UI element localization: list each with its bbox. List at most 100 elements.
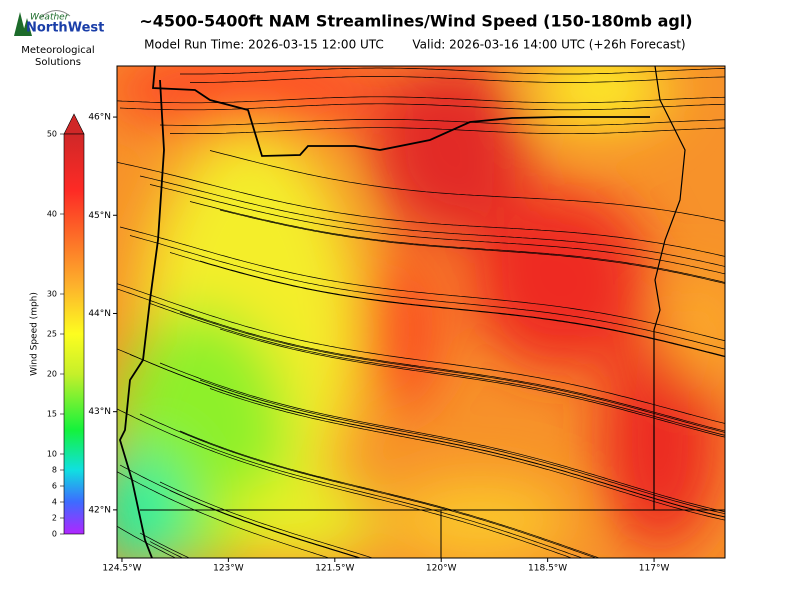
streamline: [696, 59, 744, 60]
colorbar-tick-label: 8: [52, 466, 57, 475]
streamline: [119, 103, 725, 111]
streamline: [149, 184, 725, 275]
streamline: [219, 328, 725, 438]
streamline: [342, 59, 742, 65]
logo-brand: NorthWest: [26, 21, 104, 36]
streamline: [544, 66, 593, 67]
model-run: Model Run Time: 2026-03-15 12:00 UTC: [144, 38, 384, 52]
colorbar-tick-label: 30: [47, 290, 57, 299]
streamline: [231, 55, 743, 61]
streamline: [519, 55, 743, 61]
map-axes: 46°N 45°N 44°N 43°N 42°N 124.5°W 123°W 121.5°W 1…: [88, 113, 669, 574]
streamline: [117, 525, 177, 558]
streamline: [474, 57, 742, 63]
lon-label: 117°W: [639, 564, 670, 574]
streamline: [273, 56, 741, 62]
streamline: [117, 471, 331, 558]
streamline: [180, 67, 725, 75]
streamline: [139, 532, 191, 558]
streamline: [149, 303, 725, 436]
title: ~4500-5400ft NAM Streamlines/Wind Speed …: [139, 12, 692, 31]
colorbar-tick-label: 2: [52, 514, 57, 523]
streamline: [141, 55, 741, 61]
streamline: [252, 55, 744, 61]
streamline: [120, 584, 123, 586]
streamline: [169, 252, 725, 358]
streamline: [186, 54, 742, 60]
streamline: [429, 59, 741, 65]
columbia-river: [152, 66, 650, 157]
streamline: [139, 175, 725, 267]
colorbar-extend: [63, 113, 85, 135]
streamline: [453, 58, 741, 64]
streamline: [159, 362, 725, 513]
logo-brand-top: Weather: [30, 13, 70, 23]
lat-label: 45°N: [88, 211, 111, 221]
colorbar-tick-label: 0: [52, 530, 57, 539]
streamline: [179, 311, 725, 433]
colorbar-tick-label: 15: [47, 410, 57, 419]
coastline: [119, 79, 165, 558]
streamline: [140, 52, 744, 58]
streamlines: [117, 52, 744, 586]
lat-label: 44°N: [88, 309, 111, 319]
streamline: [189, 201, 725, 283]
streamline: [318, 59, 742, 65]
lon-label: 121.5°W: [315, 564, 354, 574]
colorbar-tick-label: 50: [47, 130, 57, 139]
streamline: [564, 54, 744, 60]
streamline: [117, 96, 725, 104]
lon-label: 124.5°W: [102, 564, 141, 574]
streamline: [117, 288, 725, 432]
map-frame: [116, 65, 726, 559]
streamline: [651, 57, 743, 61]
streamline: [129, 235, 725, 350]
lon-label: 120°W: [426, 564, 457, 574]
colorbar: Wind Speed (mph) 0 2 4 6 8 10 15 20 25 30 40 50: [30, 113, 85, 539]
streamline: [630, 56, 742, 60]
streamline: [129, 354, 725, 518]
logo: Weather NorthWest Meteorological Solutio…: [14, 10, 104, 68]
streamline: [169, 490, 360, 558]
colorbar-ramp: [63, 133, 85, 535]
streamline: [179, 430, 601, 558]
streamline: [117, 283, 725, 424]
streamline: [209, 507, 362, 558]
streamline: [190, 76, 725, 83]
colorbar-label: Wind Speed (mph): [30, 292, 40, 376]
streamline: [199, 379, 725, 515]
colorbar-tick-label: 20: [47, 370, 57, 379]
streamline: [189, 439, 584, 558]
streamline: [162, 54, 742, 60]
streamline: [207, 54, 743, 60]
streamline: [139, 413, 597, 558]
streamline: [169, 127, 725, 135]
streamline: [561, 66, 574, 67]
lat-label: 43°N: [88, 407, 111, 417]
streamline: [120, 56, 744, 62]
colorbar-tick-label: 10: [47, 450, 57, 459]
streamline: [119, 226, 725, 342]
colorbar-tick-label: 6: [52, 482, 57, 491]
colorbar-tick-label: 25: [47, 330, 57, 339]
lat-label: 42°N: [88, 505, 111, 515]
streamline: [159, 119, 725, 126]
streamline: [209, 388, 725, 521]
streamline: [675, 58, 743, 60]
streamline: [159, 481, 374, 558]
colorbar-tick-label: 4: [52, 498, 57, 507]
streamline: [209, 150, 725, 222]
logo-trees: [14, 12, 32, 36]
lat-label: 46°N: [88, 113, 111, 123]
map: [117, 52, 744, 586]
streamline: [199, 260, 725, 357]
logo-line: Meteorological: [21, 45, 94, 56]
streamline: [117, 408, 573, 558]
streamline: [540, 54, 744, 60]
colorbar-tick-label: 40: [47, 210, 57, 219]
valid-time: Valid: 2026-03-16 14:00 UTC (+26h Foreca…: [412, 38, 685, 52]
streamline: [585, 54, 741, 60]
streamline: [219, 209, 725, 284]
